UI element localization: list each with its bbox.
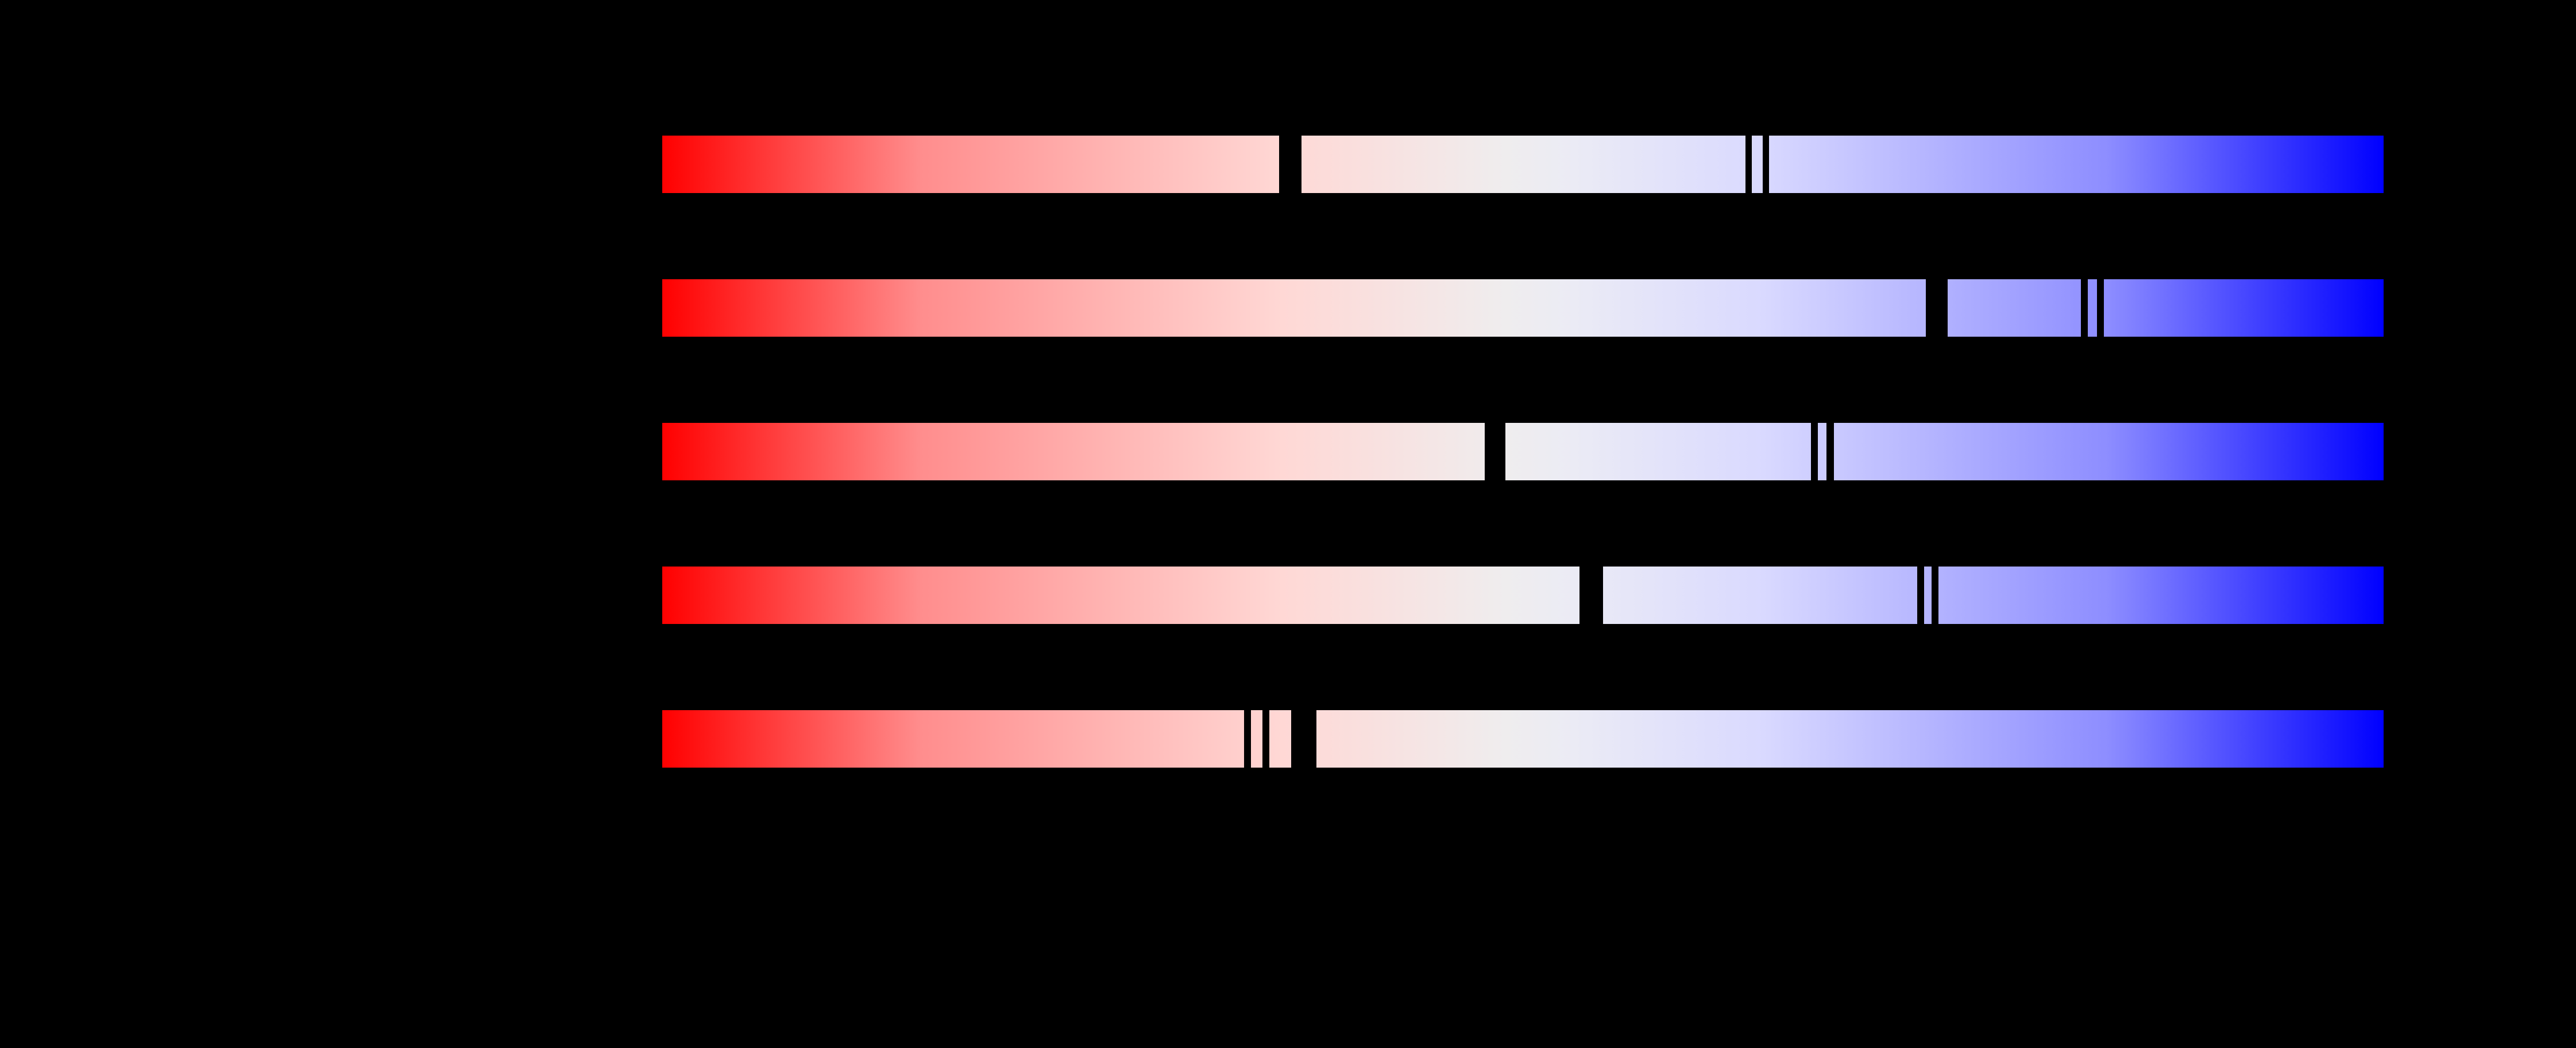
divider-gap-marker [1926, 278, 1948, 337]
gradient-bar-row-1 [662, 135, 2384, 194]
double-tick-line-marker [1931, 566, 1938, 625]
divider-gap-marker [1291, 709, 1316, 768]
divider-gap-marker [1484, 422, 1505, 481]
double-tick-line-marker [1244, 709, 1251, 768]
gradient-bar-row-4 [662, 566, 2384, 625]
double-tick-line-marker [1262, 709, 1270, 768]
gradient-bar-row-2 [662, 278, 2384, 337]
double-tick-line-marker [1826, 422, 1835, 481]
divider-gap-marker [1579, 566, 1603, 625]
double-tick-line-marker [1810, 422, 1818, 481]
double-tick-line-marker [2096, 278, 2104, 337]
double-tick-line-marker [2081, 278, 2088, 337]
gradient-bar-row-3 [662, 422, 2384, 481]
double-tick-line-marker [1762, 135, 1769, 194]
divider-gap-marker [1279, 135, 1302, 194]
double-tick-line-marker [1745, 135, 1752, 194]
double-tick-line-marker [1917, 566, 1925, 625]
gradient-bar-row-5 [662, 709, 2384, 768]
